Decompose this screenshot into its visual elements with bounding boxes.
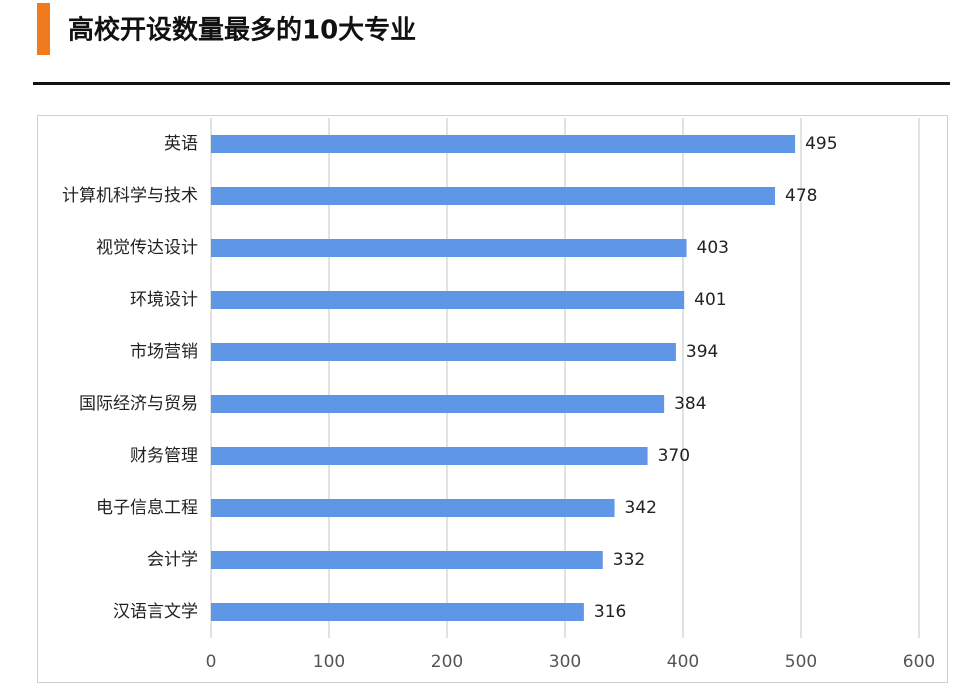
bar (211, 187, 776, 205)
value-label: 403 (697, 238, 729, 258)
x-tick-label: 600 (903, 652, 935, 672)
x-tick-label: 500 (785, 652, 817, 672)
y-tick-label: 电子信息工程 (96, 498, 198, 518)
value-label: 394 (686, 342, 718, 362)
plot-frame (37, 115, 948, 683)
y-tick-label: 国际经济与贸易 (79, 394, 198, 414)
bar (211, 343, 676, 361)
bar (211, 291, 685, 309)
value-label: 316 (594, 602, 626, 622)
bar (211, 499, 615, 517)
x-tick-label: 400 (667, 652, 699, 672)
title-rule (33, 82, 950, 85)
x-tick-label: 200 (431, 652, 463, 672)
bar (211, 447, 648, 465)
bar (211, 395, 665, 413)
x-tick-label: 0 (206, 652, 217, 672)
bar (211, 239, 687, 257)
y-tick-label: 计算机科学与技术 (62, 186, 198, 206)
y-tick-label: 财务管理 (130, 446, 198, 466)
y-tick-label: 会计学 (147, 550, 198, 570)
value-label: 342 (625, 498, 657, 518)
y-tick-label: 市场营销 (130, 342, 198, 362)
bar (211, 135, 796, 153)
title-accent (37, 3, 50, 55)
value-label: 478 (785, 186, 817, 206)
y-tick-label: 英语 (164, 134, 198, 154)
y-tick-label: 环境设计 (130, 290, 198, 310)
y-tick-label: 视觉传达设计 (96, 238, 198, 258)
y-tick-label: 汉语言文学 (113, 602, 198, 622)
value-label: 495 (805, 134, 837, 154)
value-label: 332 (613, 550, 645, 570)
value-label: 401 (694, 290, 726, 310)
bar (211, 551, 603, 569)
chart-title: 高校开设数量最多的10大专业 (68, 15, 416, 46)
bar (211, 603, 584, 621)
x-tick-label: 100 (313, 652, 345, 672)
x-tick-label: 300 (549, 652, 581, 672)
value-label: 384 (674, 394, 706, 414)
value-label: 370 (658, 446, 690, 466)
